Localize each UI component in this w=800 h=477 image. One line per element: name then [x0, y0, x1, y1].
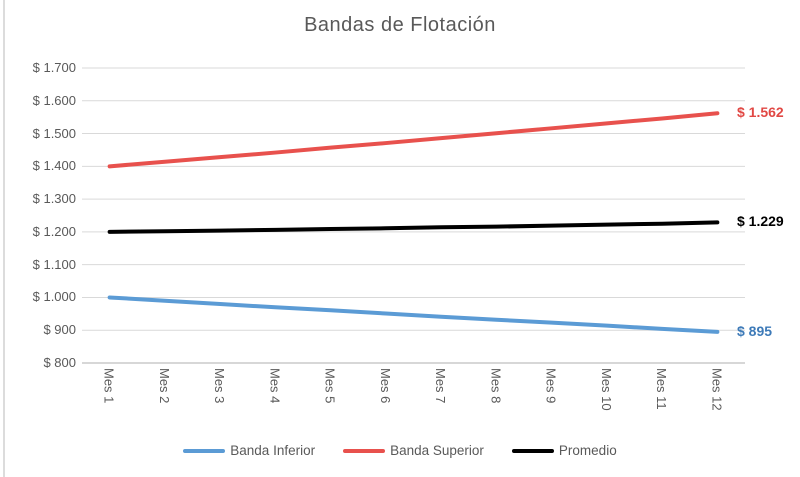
- series-line-banda-inferior[interactable]: [107, 295, 720, 334]
- legend-item-banda-inferior[interactable]: Banda Inferior: [183, 443, 315, 458]
- y-axis-tick-label: $ 1.000: [32, 289, 76, 305]
- legend-label: Banda Inferior: [230, 443, 316, 458]
- legend-line-swatch: [343, 448, 386, 453]
- data-label-banda-inferior: $ 895: [737, 322, 773, 339]
- legend-line-swatch: [183, 448, 226, 453]
- x-axis-tick-label: Mes 12: [709, 368, 725, 411]
- x-axis-tick-label: Mes 1: [101, 368, 117, 404]
- legend-label: Promedio: [558, 443, 617, 458]
- y-axis-tick-label: $ 900: [43, 322, 76, 338]
- chart-title: Bandas de Flotación: [304, 14, 496, 36]
- y-axis-tick-label: $ 1.100: [32, 256, 76, 272]
- legend-item-promedio[interactable]: Promedio: [511, 443, 617, 458]
- x-axis-tick-label: Mes 5: [322, 368, 338, 404]
- x-axis-tick-label: Mes 3: [212, 368, 228, 404]
- window-edge-divider: [3, 0, 5, 477]
- x-axis-tick-label: Mes 4: [267, 368, 283, 404]
- y-axis-tick-label: $ 1.200: [32, 223, 76, 239]
- legend: Banda Inferior Banda Superior Promedio: [0, 443, 800, 458]
- x-axis-tick-label: Mes 2: [156, 368, 172, 404]
- x-axis-tick-label: Mes 8: [488, 368, 504, 404]
- x-axis-tick-label: Mes 9: [543, 368, 559, 404]
- y-axis-tick-label: $ 1.700: [32, 60, 76, 75]
- y-axis-tick-label: $ 1.600: [32, 92, 76, 108]
- x-axis-tick-label: Mes 7: [433, 368, 449, 404]
- y-axis-tick-label: $ 1.300: [32, 191, 76, 207]
- series-line-banda-superior[interactable]: [107, 111, 720, 169]
- series-line-promedio[interactable]: [107, 220, 720, 234]
- x-axis-tick-label: Mes 10: [598, 368, 614, 411]
- x-axis-tick-label: Mes 11: [654, 368, 670, 410]
- data-label-banda-superior: $ 1.562: [737, 104, 784, 121]
- legend-item-banda-superior[interactable]: Banda Superior: [343, 443, 484, 458]
- legend-line-swatch: [511, 448, 554, 453]
- x-axis-tick-label: Mes 6: [377, 368, 393, 404]
- legend-label: Banda Superior: [390, 443, 484, 458]
- y-axis-tick-label: $ 1.500: [32, 125, 76, 141]
- y-axis-tick-label: $ 800: [43, 355, 76, 370]
- data-label-promedio: $ 1.229: [737, 213, 784, 230]
- y-axis-tick-label: $ 1.400: [32, 158, 76, 174]
